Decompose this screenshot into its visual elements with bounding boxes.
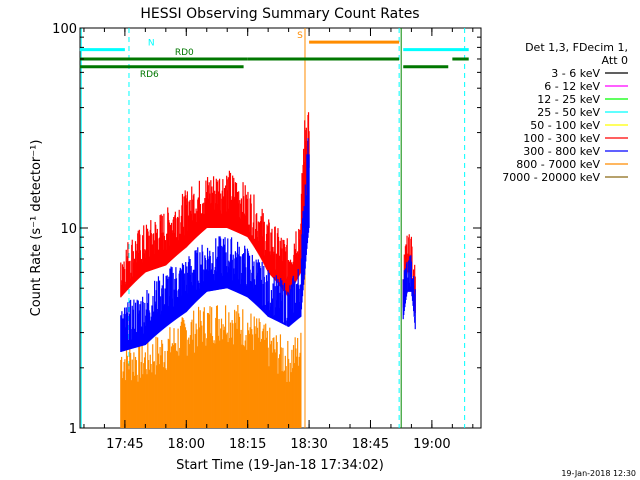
series-800-7000kev (120, 304, 302, 428)
y-tick-label-1: 10 (60, 222, 77, 237)
y-tick-label-0: 1 (69, 422, 77, 437)
legend-label-4: 50 - 100 keV (530, 119, 600, 132)
x-tick-label-4: 18:45 (352, 437, 389, 452)
x-tick-label-3: 18:30 (290, 437, 327, 452)
legend-header-0: Det 1,3, FDecim 1, (525, 41, 628, 54)
flag-label-5: RD6 (140, 70, 159, 80)
flag-label-2: S (297, 31, 303, 41)
x-tick-label-1: 18:00 (168, 437, 205, 452)
series-300-800kev-late (402, 255, 416, 330)
flag-label-3: RD0 (175, 48, 194, 58)
y-tick-label-2: 100 (52, 22, 77, 37)
legend-header-1: Att 0 (602, 54, 628, 67)
axes: 17:45 18:00 18:15 18:30 18:45 19:00 1 10 100 (52, 22, 481, 452)
legend-label-0: 3 - 6 keV (551, 67, 600, 80)
legend-label-8: 7000 - 20000 keV (502, 171, 600, 184)
y-axis-label: Count Rate (s⁻¹ detector⁻¹) (29, 140, 44, 317)
legend-label-5: 100 - 300 keV (523, 132, 600, 145)
legend-label-6: 300 - 800 keV (523, 145, 600, 158)
legend-label-3: 25 - 50 keV (537, 106, 600, 119)
plot-content: N S RD0 RD6 (79, 28, 469, 428)
x-tick-label-0: 17:45 (106, 437, 143, 452)
series-300-800kev (120, 138, 310, 352)
legend-label-1: 6 - 12 keV (544, 80, 600, 93)
flag-label-0: N (148, 39, 155, 49)
x-tick-label-2: 18:15 (229, 437, 266, 452)
legend-label-7: 800 - 7000 keV (516, 158, 600, 171)
series-100-300kev (120, 112, 310, 298)
legend-label-2: 12 - 25 keV (537, 93, 600, 106)
x-axis-label: Start Time (19-Jan-18 17:34:02) (176, 458, 384, 473)
x-tick-label-5: 19:00 (413, 437, 450, 452)
chart-title: HESSI Observing Summary Count Rates (140, 6, 419, 22)
footer-date: 19-Jan-2018 12:30 (561, 469, 636, 478)
